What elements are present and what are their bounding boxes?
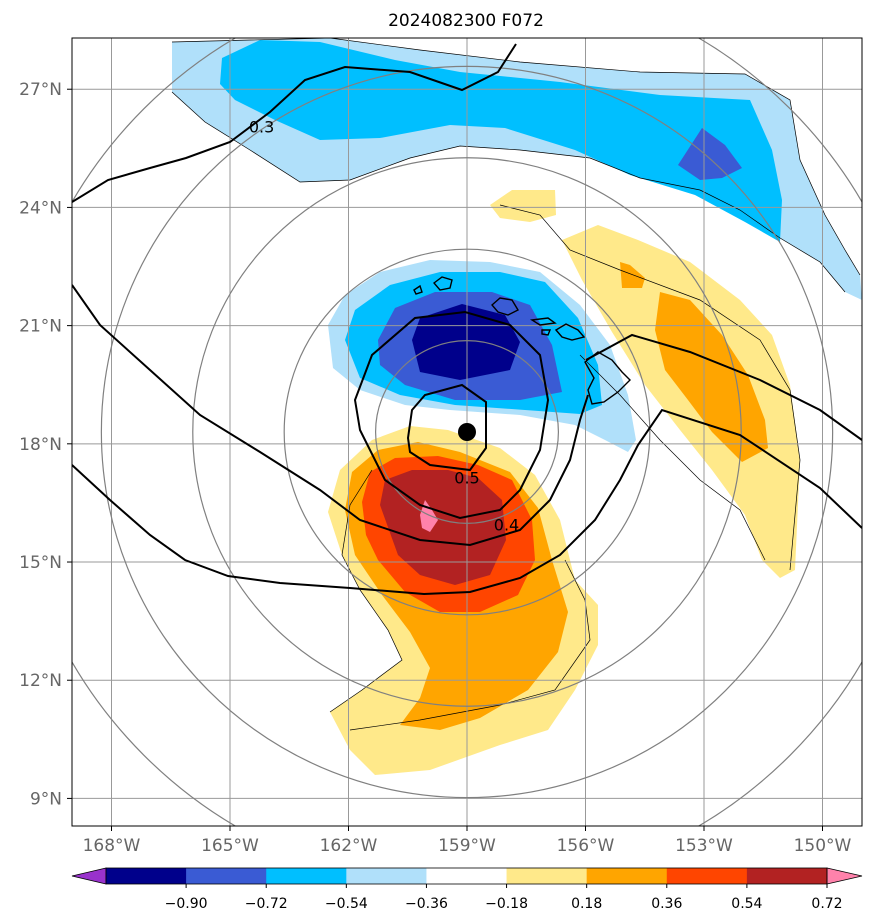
contour-0-3-south xyxy=(72,408,862,596)
lat-tick-label-5: 12°N xyxy=(19,671,62,691)
island-niihau xyxy=(413,284,423,295)
colorbar-bin-6 xyxy=(586,868,668,884)
colorbar-tick-5: 0.18 xyxy=(571,896,602,912)
shade-pos-1-east xyxy=(562,225,800,578)
shade-neg-2-north xyxy=(220,40,782,242)
contour-0-6 xyxy=(406,383,487,472)
lon-tick-label-4: 156°W xyxy=(557,836,615,856)
lon-tick-label-3: 159°W xyxy=(438,836,496,856)
hawaiian-islands xyxy=(413,276,631,405)
contour-labels: 0.3 0.5 0.4 xyxy=(249,118,519,535)
island-lanai xyxy=(541,329,552,336)
colorbar-bin-4 xyxy=(426,868,508,884)
contour-0-4 xyxy=(72,284,589,547)
colorbar-tick-7: 0.54 xyxy=(731,896,762,912)
contour-0-3-east xyxy=(585,333,862,441)
contour-label-2: 0.4 xyxy=(494,516,519,535)
lon-tick-label-5: 153°W xyxy=(675,836,733,856)
shade-pos-2-east xyxy=(655,292,768,462)
island-maui xyxy=(554,323,586,341)
plot-area: 0.3 0.5 0.4 xyxy=(72,38,862,826)
colorbar-bin-7 xyxy=(666,868,748,884)
colorbar-bin-1 xyxy=(186,868,267,884)
lon-tick-label-0: 168°W xyxy=(83,836,141,856)
lat-tick-labels: 27°N 24°N 21°N 18°N 15°N 12°N 9°N xyxy=(19,80,72,809)
lat-tick-label-3: 18°N xyxy=(19,435,62,455)
colorbar-tick-1: −0.72 xyxy=(245,896,288,912)
shade-neg-4-center xyxy=(412,304,520,380)
storm-center-marker xyxy=(458,423,476,441)
lat-tick-label-2: 21°N xyxy=(19,317,62,337)
colorbar-tick-3: −0.36 xyxy=(405,896,448,912)
lat-tick-label-0: 27°N xyxy=(19,80,62,100)
bold-contours xyxy=(72,43,862,596)
shade-neg-3-north xyxy=(678,128,742,180)
colorbar-tick-2: −0.54 xyxy=(325,896,368,912)
lon-tick-labels: 168°W 165°W 162°W 159°W 156°W 153°W 150°W xyxy=(83,826,852,856)
colorbar-bin-2 xyxy=(266,868,347,884)
contour-0-5 xyxy=(353,310,550,520)
map-title: 2024082300 F072 xyxy=(388,11,544,31)
shade-pos-1-north xyxy=(490,190,556,222)
range-ring-2 xyxy=(192,157,742,707)
island-kauai xyxy=(432,276,453,291)
shade-pos-5-south xyxy=(420,500,438,532)
colorbar-extend-min xyxy=(71,867,107,885)
colorbar-bin-5 xyxy=(506,868,588,884)
lat-tick-label-6: 9°N xyxy=(30,789,62,809)
colorbar: −0.90 −0.72 −0.54 −0.36 −0.18 0.18 0.36 0.54 0.7… xyxy=(71,867,863,912)
colorbar-bin-3 xyxy=(346,868,427,884)
gridlines xyxy=(72,38,862,826)
range-rings xyxy=(72,38,862,826)
colorbar-bin-8 xyxy=(746,868,828,884)
lon-tick-label-1: 165°W xyxy=(201,836,259,856)
island-hawaii xyxy=(584,351,631,405)
contour-0-3 xyxy=(72,43,517,203)
island-molokai xyxy=(529,317,557,326)
colorbar-tick-6: 0.36 xyxy=(651,896,682,912)
colorbar-tick-4: −0.18 xyxy=(485,896,528,912)
contour-label-0: 0.3 xyxy=(249,118,274,137)
colorbar-extend-max xyxy=(826,867,863,885)
island-oahu xyxy=(491,297,519,316)
range-ring-1 xyxy=(283,248,651,616)
lon-tick-label-6: 150°W xyxy=(794,836,852,856)
range-ring-3 xyxy=(100,65,834,799)
lat-tick-label-4: 15°N xyxy=(19,553,62,573)
range-ring-0 xyxy=(374,339,560,525)
lat-tick-label-1: 24°N xyxy=(19,198,62,218)
contour-label-1: 0.5 xyxy=(454,468,479,487)
colorbar-tick-8: 0.72 xyxy=(811,896,842,912)
colorbar-bin-0 xyxy=(106,868,187,884)
colorbar-tick-0: −0.90 xyxy=(165,896,208,912)
lon-tick-label-2: 162°W xyxy=(320,836,378,856)
